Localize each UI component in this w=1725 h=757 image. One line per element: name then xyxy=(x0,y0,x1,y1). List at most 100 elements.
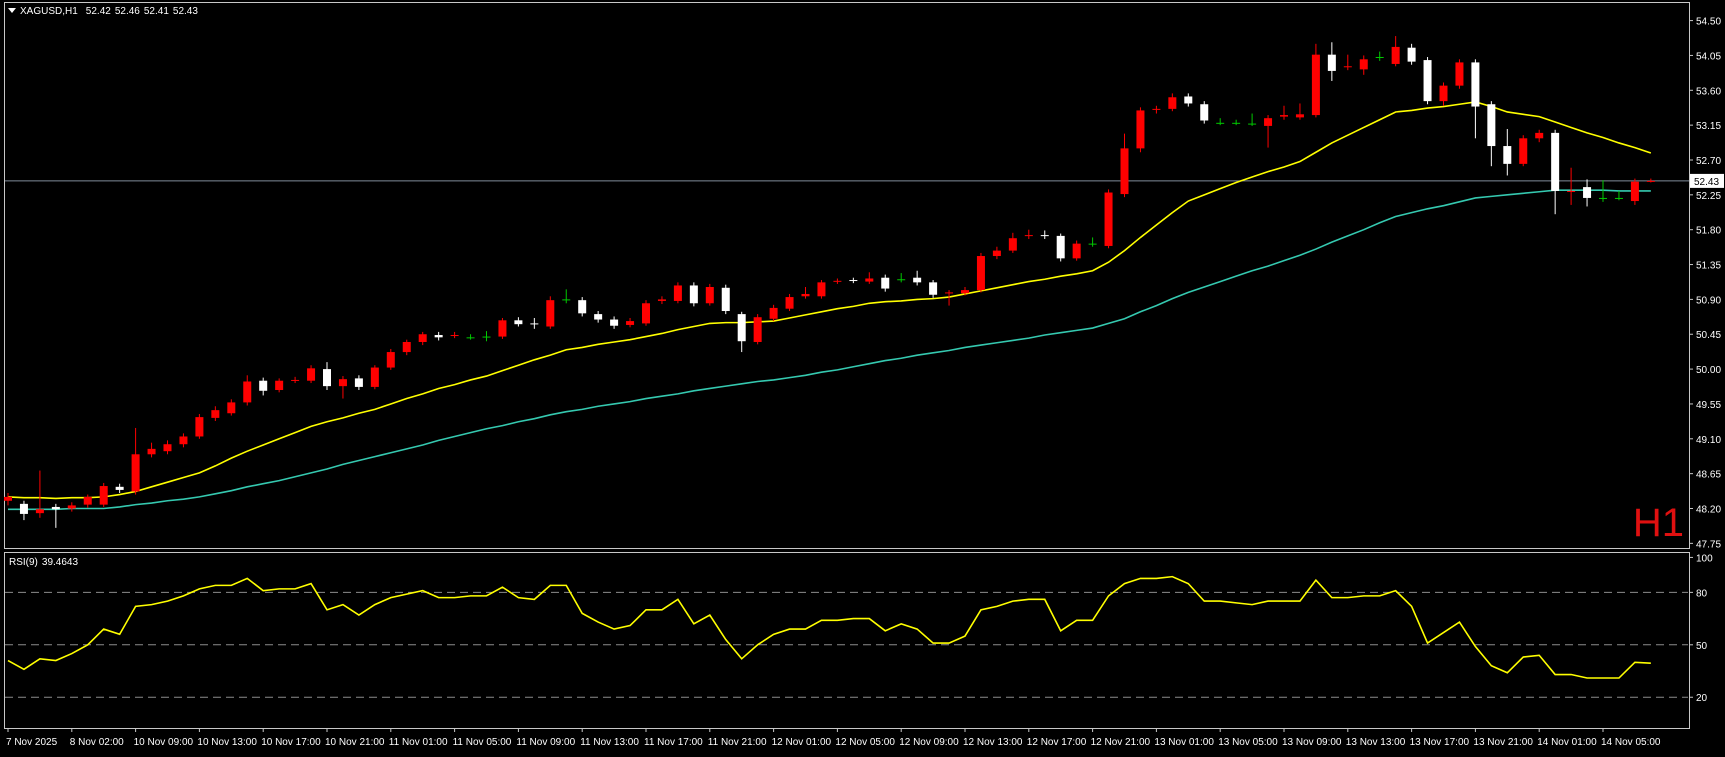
y-tick-label: 54.50 xyxy=(1696,17,1721,28)
candle-body xyxy=(817,282,826,297)
candle-body xyxy=(865,278,874,282)
candle-body xyxy=(992,250,1001,257)
rsi-y-tick-label: 50 xyxy=(1696,641,1708,652)
rsi-name: RSI(9) xyxy=(9,557,38,568)
x-tick-label: 11 Nov 21:00 xyxy=(708,737,767,748)
y-tick-label: 50.00 xyxy=(1696,365,1721,376)
candle-body xyxy=(1423,60,1432,102)
candle-body xyxy=(498,320,507,337)
candle-body xyxy=(1630,181,1639,202)
x-tick-label: 13 Nov 09:00 xyxy=(1282,737,1342,748)
candle-body xyxy=(1104,192,1113,246)
timeframe-label: H1 xyxy=(1633,501,1684,545)
x-tick-label: 12 Nov 13:00 xyxy=(963,737,1023,748)
x-tick-label: 10 Nov 21:00 xyxy=(325,737,385,748)
candle-body xyxy=(913,277,922,283)
last-low: 52.41 xyxy=(144,6,169,17)
candle-body xyxy=(1359,59,1368,70)
x-tick-label: 14 Nov 05:00 xyxy=(1601,737,1661,748)
candle-body xyxy=(945,292,954,294)
candle-body xyxy=(1503,146,1512,164)
rsi-last-value: 39.4643 xyxy=(42,557,79,568)
candle-body xyxy=(1184,96,1193,104)
candle-body xyxy=(785,297,794,309)
candle-body xyxy=(1168,97,1177,109)
candle-body xyxy=(1216,122,1225,124)
y-tick-label: 50.90 xyxy=(1696,295,1721,306)
candle-body xyxy=(753,317,762,342)
candle-body xyxy=(482,336,491,338)
moving-average-line xyxy=(7,101,1652,500)
candle-body xyxy=(1008,238,1017,251)
x-tick-label: 11 Nov 09:00 xyxy=(516,737,575,748)
price-label: 52.43 xyxy=(1694,177,1719,188)
candle-body xyxy=(1152,108,1161,110)
candle-body xyxy=(769,307,778,319)
x-tick-label: 14 Nov 01:00 xyxy=(1537,737,1597,748)
candle-body xyxy=(833,280,842,282)
x-tick-label: 10 Nov 17:00 xyxy=(261,737,321,748)
candle-body xyxy=(1295,114,1304,118)
menu-arrow[interactable] xyxy=(8,8,16,13)
y-tick-label: 50.45 xyxy=(1696,330,1721,341)
candle-body xyxy=(801,293,810,297)
candle-body xyxy=(1519,138,1528,164)
y-tick-label: 52.25 xyxy=(1696,191,1721,202)
candle-body xyxy=(227,402,236,414)
candle-body xyxy=(1439,85,1448,102)
candle-body xyxy=(1599,197,1607,199)
y-tick-label: 48.20 xyxy=(1696,505,1721,516)
candle-body xyxy=(626,321,635,325)
candle-body xyxy=(1535,132,1544,139)
y-tick-label: 49.55 xyxy=(1696,400,1721,411)
candle-body xyxy=(1248,123,1257,125)
candle-body xyxy=(179,436,188,445)
candle-body xyxy=(291,379,300,381)
candle-body xyxy=(1327,54,1336,71)
y-tick-label: 49.10 xyxy=(1696,435,1721,446)
candle-body xyxy=(1280,115,1288,117)
candle-body xyxy=(961,290,969,294)
candle-body xyxy=(1375,56,1384,58)
candle-body xyxy=(530,323,539,325)
candle-body xyxy=(1136,110,1145,149)
candle-body xyxy=(1391,46,1400,64)
candle-body xyxy=(721,287,730,312)
x-tick-label: 11 Nov 01:00 xyxy=(389,737,448,748)
rsi-line xyxy=(7,575,1651,679)
candle-body xyxy=(1120,148,1129,195)
main-panel-frame xyxy=(4,2,1690,549)
candle-body xyxy=(354,378,363,387)
candle-body xyxy=(673,285,682,301)
x-tick-label: 10 Nov 13:00 xyxy=(197,737,257,748)
candle-body xyxy=(1343,66,1352,68)
candle-body xyxy=(19,503,28,514)
candle-body xyxy=(243,381,252,403)
candle-body xyxy=(657,299,666,301)
x-tick-label: 11 Nov 05:00 xyxy=(453,737,512,748)
y-tick-label: 53.60 xyxy=(1696,86,1721,97)
moving-average-line xyxy=(8,189,1651,511)
candle-body xyxy=(67,505,76,509)
y-tick-label: 47.75 xyxy=(1696,539,1721,550)
candle-body xyxy=(610,319,619,326)
candle-body xyxy=(1088,243,1097,245)
candle-body xyxy=(642,303,650,324)
candle-body xyxy=(1040,235,1049,237)
candle-body xyxy=(705,287,714,304)
candle-body xyxy=(737,314,746,342)
x-tick-label: 11 Nov 17:00 xyxy=(644,737,703,748)
rsi-y-tick-label: 100 xyxy=(1696,553,1713,564)
candle-body xyxy=(51,506,60,510)
last-open: 52.42 xyxy=(86,6,111,17)
x-tick-label: 10 Nov 09:00 xyxy=(134,737,194,748)
candle-body xyxy=(897,279,906,281)
candle-body xyxy=(514,320,523,325)
x-tick-label: 12 Nov 09:00 xyxy=(899,737,959,748)
candle-body xyxy=(689,285,698,304)
x-tick-label: 12 Nov 01:00 xyxy=(772,737,832,748)
candle-body xyxy=(323,369,331,387)
candle-body xyxy=(35,509,44,514)
candle-body xyxy=(259,380,268,391)
